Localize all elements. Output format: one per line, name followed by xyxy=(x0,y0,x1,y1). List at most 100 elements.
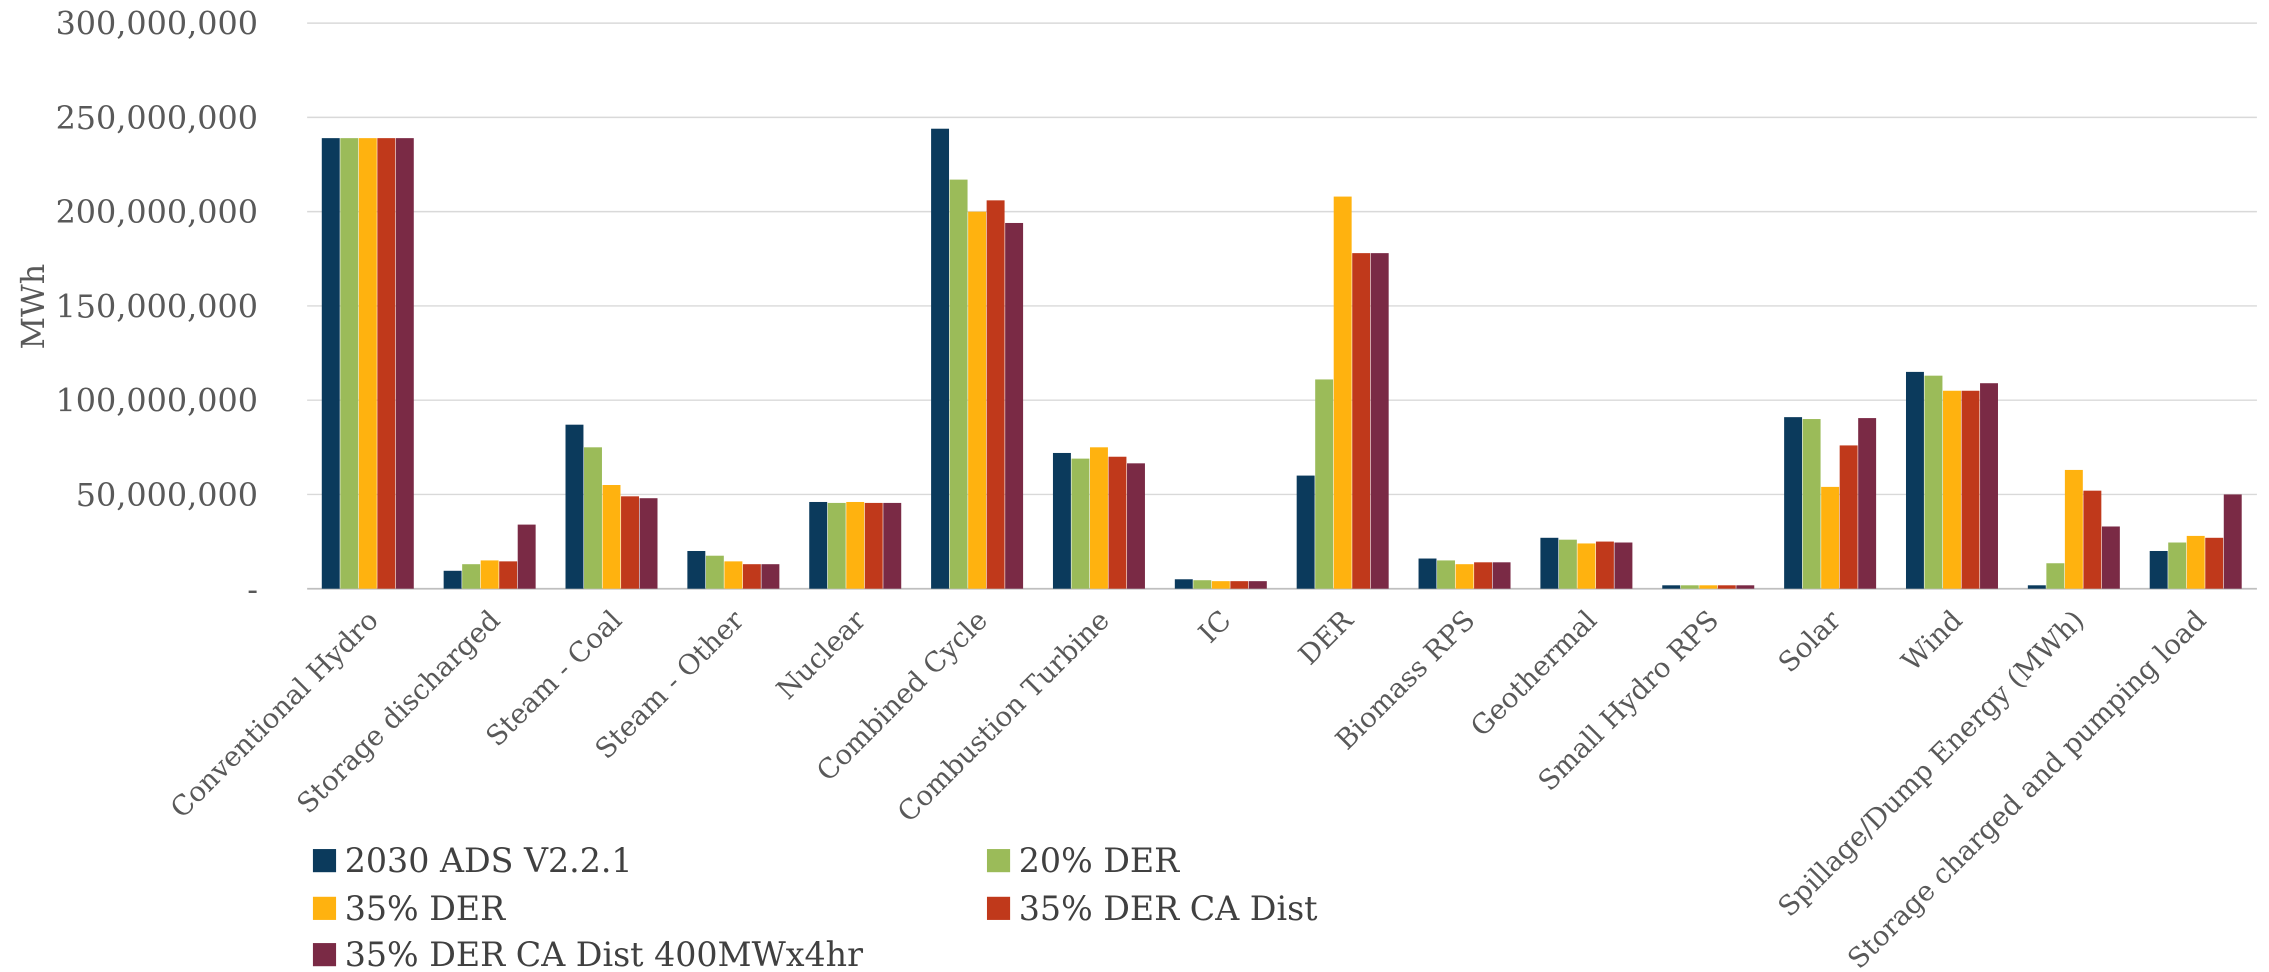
legend-label: 35% DER CA Dist 400MWx4hr xyxy=(345,935,863,972)
bar xyxy=(827,502,846,589)
bar xyxy=(1905,371,1924,589)
y-axis-tick-labels: - 50,000,000 100,000,000 150,000,000 200,000… xyxy=(56,5,258,609)
x-category-label: Solar xyxy=(1772,604,1847,679)
bar xyxy=(395,138,414,589)
bar xyxy=(1211,581,1230,589)
bar xyxy=(1839,445,1858,589)
y-tick-label: 250,000,000 xyxy=(56,99,258,137)
bar xyxy=(2149,550,2168,589)
bar xyxy=(1577,543,1596,589)
legend-swatch xyxy=(986,896,1011,920)
bar xyxy=(1699,585,1718,589)
bar xyxy=(1296,475,1315,589)
bar xyxy=(443,570,462,589)
bar xyxy=(1174,579,1193,589)
bar xyxy=(1595,541,1614,589)
bar xyxy=(621,496,639,589)
bar xyxy=(1193,580,1212,589)
x-category-label: Combustion Turbine xyxy=(891,604,1115,828)
x-category-label: Conventional Hydro xyxy=(164,604,384,824)
bar xyxy=(705,555,724,589)
bar xyxy=(1089,447,1108,589)
bar xyxy=(480,560,499,589)
x-category-label: Nuclear xyxy=(770,604,872,706)
y-tick-label: 300,000,000 xyxy=(56,5,258,43)
legend-swatch xyxy=(312,849,337,873)
bar xyxy=(1980,383,1998,589)
bar xyxy=(2223,494,2242,589)
bar xyxy=(986,200,1005,589)
bar xyxy=(2168,542,2187,589)
bar xyxy=(499,561,518,589)
bar xyxy=(1540,537,1559,589)
y-tick-label: 100,000,000 xyxy=(56,382,258,420)
bar xyxy=(1071,458,1090,589)
x-category-label: Wind xyxy=(1895,604,1968,677)
bar xyxy=(1614,542,1633,589)
bar xyxy=(1315,379,1334,589)
bar xyxy=(2064,469,2083,589)
bar xyxy=(1943,390,1961,589)
bar xyxy=(1127,463,1145,589)
bar xyxy=(462,564,481,589)
bar xyxy=(1736,585,1755,589)
bar xyxy=(949,179,968,589)
bar xyxy=(1230,581,1249,589)
bar xyxy=(1437,560,1455,589)
y-tick-label: 50,000,000 xyxy=(76,476,258,514)
bar xyxy=(602,485,621,589)
bar xyxy=(2101,526,2120,589)
x-category-label: DER xyxy=(1292,603,1360,671)
bar xyxy=(1717,585,1736,589)
bar xyxy=(968,211,987,589)
bar xyxy=(584,447,602,589)
bar xyxy=(2186,535,2205,589)
bar xyxy=(931,128,950,589)
x-category-label: Storage discharged xyxy=(291,604,507,820)
bar xyxy=(761,564,780,589)
legend-label: 35% DER CA Dist xyxy=(1019,889,1318,928)
y-tick-label: - xyxy=(247,570,258,608)
bar xyxy=(1352,253,1371,589)
legend-label: 20% DER xyxy=(1019,841,1180,880)
legend-swatch xyxy=(312,896,337,920)
x-category-label: Geothermal xyxy=(1465,604,1604,743)
bar xyxy=(809,501,828,589)
bar xyxy=(517,524,536,589)
bar xyxy=(883,502,902,589)
bar xyxy=(1662,585,1681,589)
bar xyxy=(1474,562,1493,589)
y-axis-title: MWh xyxy=(14,264,52,350)
bar xyxy=(2046,563,2065,589)
bar xyxy=(1784,417,1803,589)
bar xyxy=(321,138,340,589)
bar xyxy=(639,498,658,589)
bar xyxy=(1455,564,1474,589)
legend: 2030 ADS V2.2.1 20% DER 35% DER 35% DER CA … xyxy=(312,841,1318,972)
bar xyxy=(340,138,359,589)
bar xyxy=(864,502,883,589)
bar xyxy=(358,138,377,589)
bar xyxy=(1418,558,1437,589)
bar xyxy=(846,501,865,589)
bar xyxy=(1333,196,1352,589)
bar xyxy=(742,564,761,589)
legend-swatch xyxy=(312,943,337,967)
y-tick-label: 150,000,000 xyxy=(56,287,258,325)
bar xyxy=(1108,456,1127,589)
bar xyxy=(724,561,743,589)
x-category-label: IC xyxy=(1192,604,1237,649)
bar xyxy=(687,550,706,589)
bars xyxy=(321,128,2242,589)
legend-label: 2030 ADS V2.2.1 xyxy=(345,841,633,880)
bar xyxy=(1924,375,1943,589)
bar xyxy=(377,138,396,589)
legend-swatch xyxy=(986,849,1011,873)
bar xyxy=(1558,539,1577,589)
bar xyxy=(2083,490,2102,589)
bar xyxy=(1961,390,1980,589)
bar xyxy=(1248,581,1267,589)
bar xyxy=(1802,419,1821,589)
bar xyxy=(2027,585,2046,589)
